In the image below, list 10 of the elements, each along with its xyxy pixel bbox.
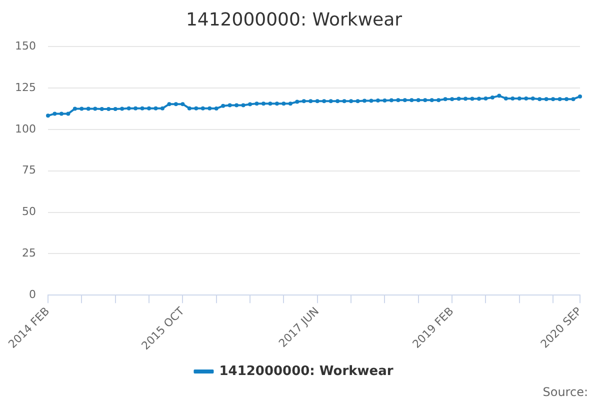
y-tick-label: 50	[22, 205, 36, 218]
y-tick-label: 150	[15, 39, 36, 52]
legend-label: 1412000000: Workwear	[219, 364, 394, 379]
source-note: Source:	[542, 385, 588, 399]
y-tick-label: 125	[15, 80, 36, 94]
y-tick-label: 0	[29, 288, 36, 301]
chart-title: 1412000000: Workwear	[186, 9, 403, 30]
y-tick-label: 25	[22, 246, 36, 260]
y-tick-label: 75	[22, 164, 36, 177]
y-tick-label: 100	[15, 122, 36, 136]
